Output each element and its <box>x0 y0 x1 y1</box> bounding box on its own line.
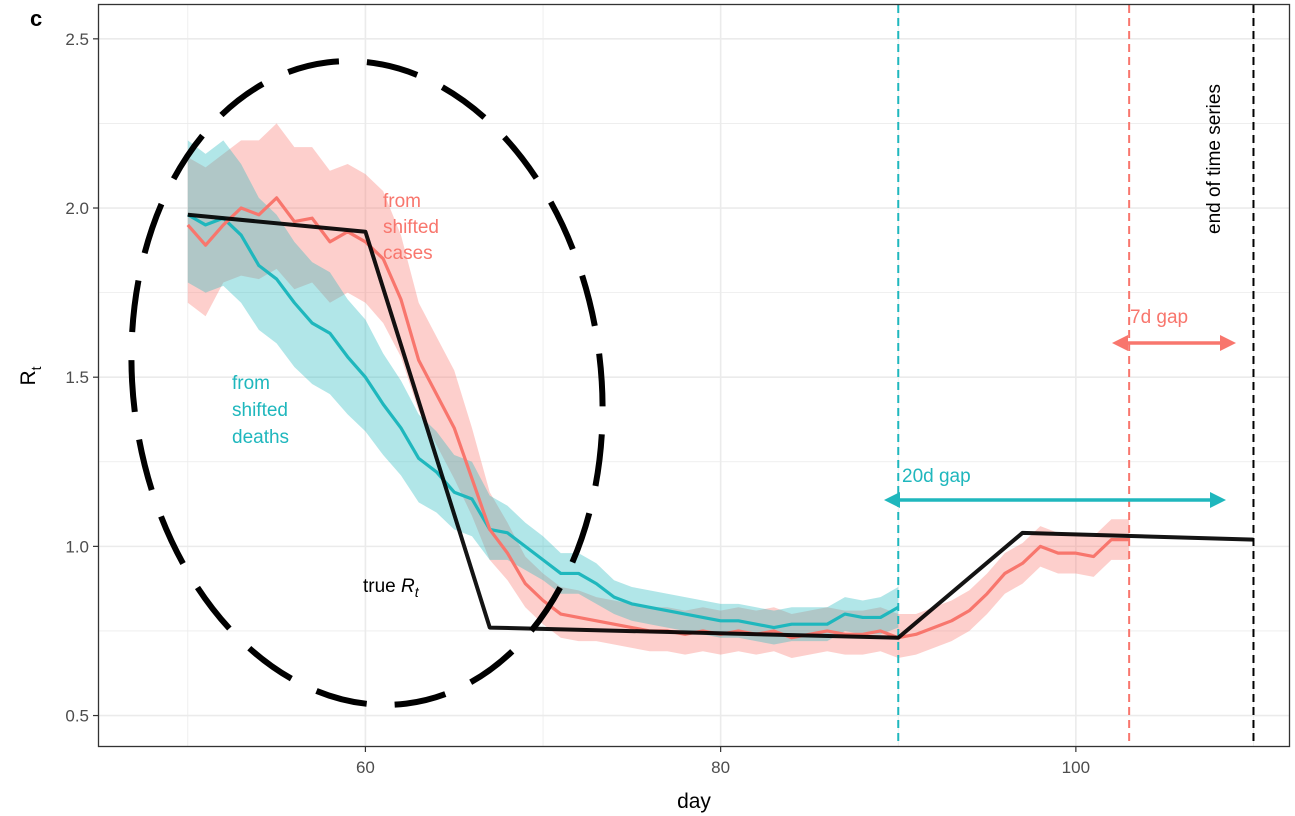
deaths-label: from shifted deaths <box>232 373 293 448</box>
cases-label-line-1: from <box>383 191 421 212</box>
x-axis-title: day <box>677 790 711 813</box>
axis-ticks: 60 80 100 0.5 1.0 1.5 2.0 2.5 <box>65 30 1090 777</box>
y-axis-title-main: R <box>17 370 40 385</box>
deaths-confidence-band <box>187 140 899 645</box>
highlight-ellipse <box>128 58 606 708</box>
svg-text:Rt: Rt <box>17 366 44 385</box>
panel-label: c <box>30 6 42 31</box>
deaths-label-line-3: deaths <box>232 427 289 448</box>
deaths-label-line-1: from <box>232 373 270 394</box>
y-tick-label: 2.0 <box>65 199 89 218</box>
true-series-line <box>187 212 1254 640</box>
gap-20d-arrow <box>884 492 1226 508</box>
end-of-series-label: end of time series <box>1204 84 1225 234</box>
x-tick-label: 60 <box>356 758 375 777</box>
ribbons <box>187 123 1130 659</box>
true-rt-label-prefix: true <box>363 576 401 597</box>
y-tick-label: 1.0 <box>65 537 89 556</box>
y-axis-title-subscript: t <box>28 366 44 370</box>
y-tick-label: 1.5 <box>65 368 89 387</box>
y-tick-label: 2.5 <box>65 30 89 49</box>
gap-20d-label: 20d gap <box>902 466 971 487</box>
series-lines <box>186 196 1254 640</box>
gap-7d-label: 7d gap <box>1130 307 1188 328</box>
cases-label: from shifted cases <box>383 191 444 264</box>
x-tick-label: 80 <box>711 758 730 777</box>
grid <box>99 5 1289 746</box>
deaths-label-line-2: shifted <box>232 400 288 421</box>
reference-lines <box>897 5 1255 746</box>
cases-label-line-2: shifted <box>383 217 439 238</box>
cases-confidence-band <box>187 123 1130 659</box>
deaths-series-line <box>187 213 900 630</box>
true-rt-label: true Rt <box>363 576 420 600</box>
true-rt-label-subscript: t <box>415 584 420 600</box>
y-axis-title: Rt <box>17 366 44 385</box>
cases-label-line-3: cases <box>383 243 433 264</box>
panel-border <box>97 3 1291 748</box>
x-tick-label: 100 <box>1062 758 1090 777</box>
true-rt-label-symbol: R <box>401 576 415 597</box>
gap-7d-arrow <box>1112 335 1236 351</box>
y-tick-label: 0.5 <box>65 707 89 726</box>
